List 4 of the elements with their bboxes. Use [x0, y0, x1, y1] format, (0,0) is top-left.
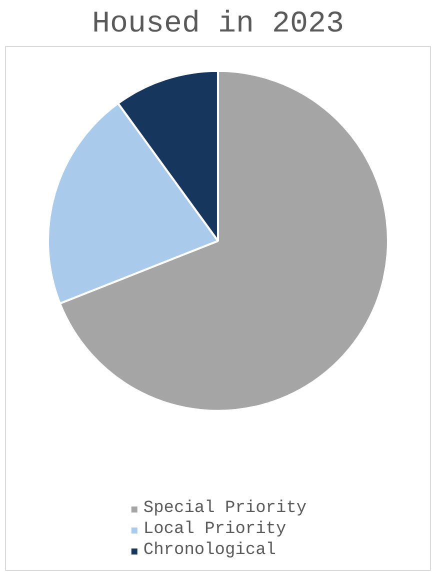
chart-title: Housed in 2023	[92, 8, 344, 42]
legend-label: Special Priority	[143, 499, 307, 518]
legend-label: Local Priority	[143, 520, 286, 539]
legend-label: Chronological	[143, 541, 276, 560]
